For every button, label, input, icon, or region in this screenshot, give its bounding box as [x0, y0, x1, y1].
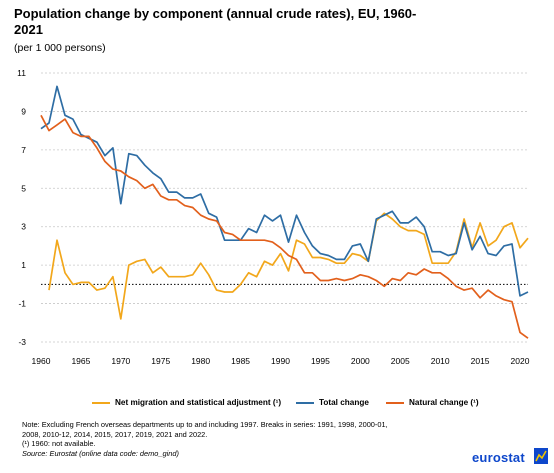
x-tick-label: 1985: [231, 356, 250, 366]
grid-layer: [41, 72, 528, 343]
source-line: Source: Eurostat (online data code: demo…: [22, 448, 179, 458]
legend-swatch-natural: [386, 401, 404, 404]
x-tick-label: 2005: [391, 356, 410, 366]
eurostat-logo-icon: [534, 448, 548, 464]
line-chart: -3 -1 1 3 5 7 9 11 1960 1965 1970 1975 1980 1985 1990 1…: [17, 68, 530, 366]
x-tick-label: 1995: [311, 356, 330, 366]
y-tick-label: 7: [21, 145, 26, 155]
legend-swatch-total: [296, 401, 314, 404]
tick-layer: -3 -1 1 3 5 7 9 11 1960 1965 1970 1975 1980 1985 1990 1…: [17, 68, 530, 366]
legend-item-total: Total change: [296, 398, 369, 410]
y-tick-label: -3: [18, 337, 26, 347]
note-line: Note: Excluding French overseas departme…: [22, 420, 388, 429]
notes-block: Note: Excluding French overseas departme…: [22, 420, 492, 458]
legend-label-net-migration: Net migration and statistical adjustment…: [115, 398, 282, 407]
y-tick-label: 5: [21, 183, 26, 193]
eurostat-logo: eurostat: [472, 450, 525, 465]
series-layer: [40, 85, 529, 339]
y-tick-label: 9: [21, 106, 26, 116]
footnote-line: (¹) 1960: not available.: [22, 439, 96, 449]
series-line-0: [48, 212, 529, 320]
note-line: 2008, 2010-12, 2014, 2015, 2017, 2019, 2…: [22, 429, 208, 439]
x-tick-label: 2010: [431, 356, 450, 366]
y-tick-label: 11: [17, 68, 26, 78]
y-tick-label: 1: [21, 260, 26, 270]
x-tick-label: 2020: [511, 356, 530, 366]
x-tick-label: 1960: [32, 356, 51, 366]
x-tick-label: 1975: [151, 356, 170, 366]
x-tick-label: 1980: [191, 356, 210, 366]
chart-subtitle: (per 1 000 persons): [14, 42, 106, 54]
x-tick-label: 1990: [271, 356, 290, 366]
x-tick-label: 2000: [351, 356, 370, 366]
series-line-2: [40, 114, 529, 339]
series-line-1: [40, 85, 529, 297]
legend-item-net-migration: Net migration and statistical adjustment…: [92, 398, 281, 410]
legend-label-total: Total change: [319, 398, 369, 407]
y-tick-label: -1: [18, 299, 26, 309]
chart-title: Population change by component (annual c…: [14, 6, 417, 37]
legend-swatch-net-migration: [92, 401, 110, 404]
y-tick-label: 3: [21, 222, 26, 232]
x-tick-label: 2015: [471, 356, 490, 366]
x-tick-label: 1965: [71, 356, 90, 366]
legend-label-natural: Natural change (¹): [409, 398, 479, 407]
x-tick-label: 1970: [111, 356, 130, 366]
legend-item-natural: Natural change (¹): [386, 398, 479, 410]
